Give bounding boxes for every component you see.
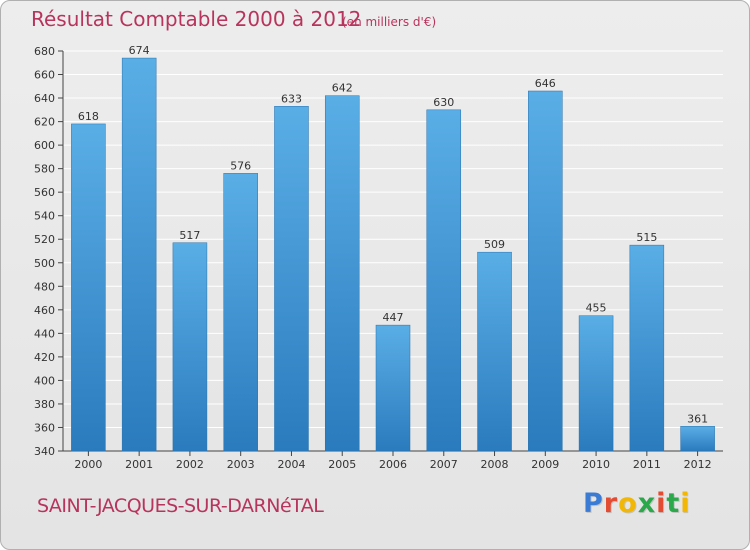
x-tick-label-2010: 2010 xyxy=(582,458,610,471)
x-tick-label-2000: 2000 xyxy=(74,458,102,471)
bar-2000 xyxy=(71,123,106,452)
y-tick-label: 400 xyxy=(34,374,55,387)
commune-name: SAINT-JACQUES-SUR-DARNéTAL xyxy=(37,495,324,517)
y-tick-label: 660 xyxy=(34,69,55,82)
data-label-2002: 517 xyxy=(179,229,200,242)
bar-2004 xyxy=(274,106,309,452)
y-tick-label: 620 xyxy=(34,116,55,129)
y-tick-label: 560 xyxy=(34,186,55,199)
chart-subtitle: (en milliers d'€) xyxy=(342,15,437,29)
x-tick-label-2005: 2005 xyxy=(328,458,356,471)
y-tick-label: 480 xyxy=(34,280,55,293)
data-label-2010: 455 xyxy=(586,302,607,315)
y-tick-label: 520 xyxy=(34,233,55,246)
y-tick-label: 540 xyxy=(34,210,55,223)
data-label-2004: 633 xyxy=(281,92,302,105)
x-tick-label-2007: 2007 xyxy=(430,458,458,471)
logo-letter: i xyxy=(656,488,667,519)
data-label-2005: 642 xyxy=(332,82,353,95)
bar-2011 xyxy=(629,244,665,452)
y-tick-label: 440 xyxy=(34,327,55,340)
logo-letter: o xyxy=(618,488,638,519)
data-label-2011: 515 xyxy=(636,231,657,244)
data-label-2009: 646 xyxy=(535,77,556,90)
bar-2006 xyxy=(375,324,411,452)
y-tick-label: 580 xyxy=(34,163,55,176)
y-tick-label: 420 xyxy=(34,351,55,364)
x-tick-label-2008: 2008 xyxy=(481,458,509,471)
logo-letter: P xyxy=(583,488,604,519)
bar-2001 xyxy=(121,57,157,452)
x-tick-label-2006: 2006 xyxy=(379,458,407,471)
bar-2003 xyxy=(223,173,258,452)
x-tick-label-2012: 2012 xyxy=(684,458,712,471)
x-tick-label-2009: 2009 xyxy=(531,458,559,471)
bar-2012 xyxy=(680,426,715,452)
data-label-2000: 618 xyxy=(78,110,99,123)
x-tick-label-2003: 2003 xyxy=(227,458,255,471)
chart-title: Résultat Comptable 2000 à 2012 xyxy=(31,7,362,31)
bar-2009 xyxy=(528,90,563,452)
bar-2007 xyxy=(426,109,462,452)
data-label-2003: 576 xyxy=(230,159,251,172)
bar-2002 xyxy=(172,242,208,452)
logo-letter: t xyxy=(666,488,681,519)
y-tick-label: 640 xyxy=(34,92,55,105)
y-tick-label: 340 xyxy=(34,445,55,458)
data-label-2001: 674 xyxy=(129,44,150,57)
data-label-2012: 361 xyxy=(687,412,708,425)
x-tick-label-2004: 2004 xyxy=(277,458,305,471)
bar-2008 xyxy=(477,251,512,452)
x-tick-label-2001: 2001 xyxy=(125,458,153,471)
data-label-2008: 509 xyxy=(484,238,505,251)
y-tick-label: 680 xyxy=(34,45,55,58)
y-tick-label: 600 xyxy=(34,139,55,152)
y-tick-label: 380 xyxy=(34,398,55,411)
bar-2005 xyxy=(324,95,360,452)
x-tick-label-2011: 2011 xyxy=(633,458,661,471)
y-tick-label: 360 xyxy=(34,421,55,434)
logo-letter: x xyxy=(637,488,657,519)
data-label-2007: 630 xyxy=(433,96,454,109)
bar-2010 xyxy=(578,315,614,452)
logo-letter: i xyxy=(680,488,691,519)
y-tick-label: 460 xyxy=(34,304,55,317)
y-tick-label: 500 xyxy=(34,257,55,270)
proxiti-logo: Proxiti xyxy=(583,488,691,519)
logo-letter: r xyxy=(603,488,619,519)
x-tick-label-2002: 2002 xyxy=(176,458,204,471)
data-label-2006: 447 xyxy=(383,311,404,324)
